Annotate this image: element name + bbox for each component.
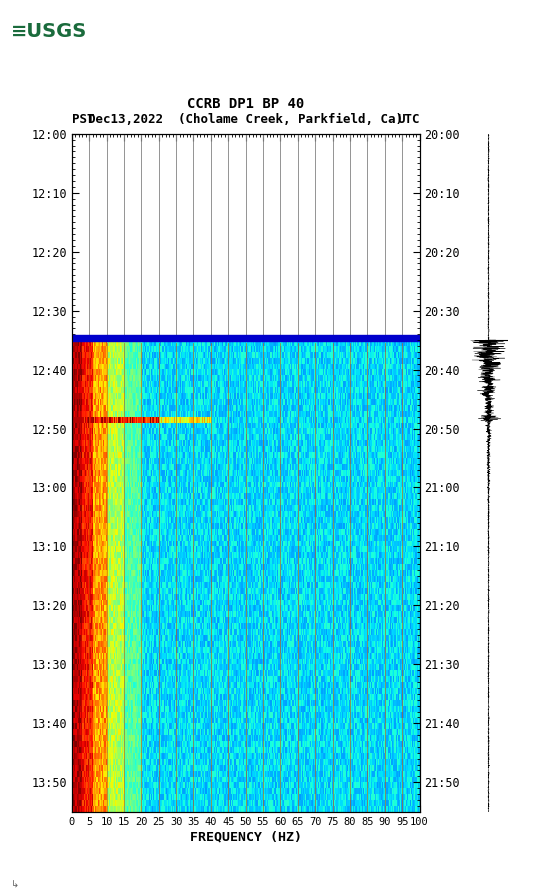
Text: ↳: ↳ bbox=[11, 880, 19, 889]
Text: CCRB DP1 BP 40: CCRB DP1 BP 40 bbox=[187, 97, 304, 111]
Text: ≡USGS: ≡USGS bbox=[11, 22, 87, 41]
Text: Dec13,2022  (Cholame Creek, Parkfield, Ca): Dec13,2022 (Cholame Creek, Parkfield, Ca… bbox=[88, 113, 403, 126]
Text: PST: PST bbox=[72, 113, 94, 126]
X-axis label: FREQUENCY (HZ): FREQUENCY (HZ) bbox=[190, 830, 301, 844]
Text: UTC: UTC bbox=[397, 113, 420, 126]
